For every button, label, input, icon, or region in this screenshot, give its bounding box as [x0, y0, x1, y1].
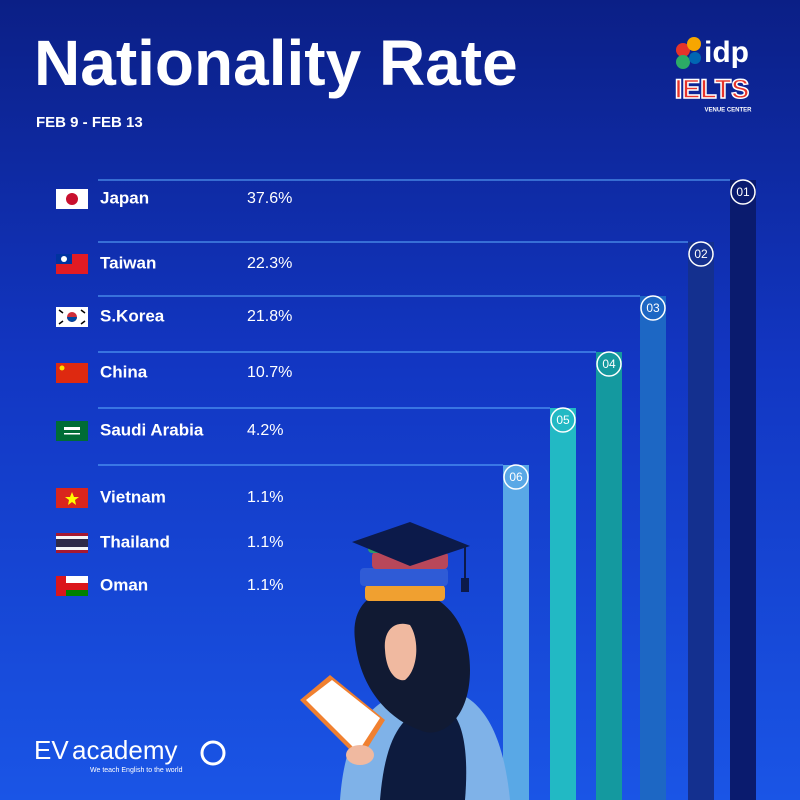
rank-badge	[596, 351, 622, 377]
rate: 4.2%	[247, 422, 283, 439]
country: Thailand	[100, 532, 170, 551]
flag-oman	[56, 576, 88, 596]
rate: 1.1%	[247, 534, 283, 551]
rate: 1.1%	[247, 577, 283, 594]
logo-bottom-tagline: We teach English to the world	[90, 767, 183, 774]
rank-badge	[688, 241, 714, 267]
rank-label: 03	[646, 301, 660, 315]
country: China	[100, 362, 148, 381]
idp-logo: idp IELTS VENUE CENTER	[674, 36, 752, 114]
rank-badge	[640, 295, 666, 321]
rate: 22.3%	[247, 255, 292, 272]
rank-bar	[503, 465, 529, 800]
country: S.Korea	[100, 306, 165, 325]
logo-product: IELTS	[675, 74, 750, 104]
title: Nationality Rate	[34, 27, 518, 99]
evacademy-logo: EV academy We teach English to the world	[34, 735, 226, 774]
logo-ev: EV	[34, 735, 69, 765]
rank-label: 05	[556, 413, 570, 427]
rank-bar	[550, 408, 576, 800]
flag-vietnam	[56, 488, 88, 508]
rank-bar	[596, 352, 622, 800]
rank-label: 01	[736, 185, 750, 199]
flag-thailand	[56, 533, 88, 553]
rank-label: 04	[602, 357, 616, 371]
flag-taiwan	[56, 254, 88, 274]
country: Japan	[100, 188, 149, 207]
logo-tagline: VENUE CENTER	[704, 108, 752, 114]
rank-badge	[503, 464, 529, 490]
country: Saudi Arabia	[100, 420, 204, 439]
rate: 37.6%	[247, 190, 292, 207]
rank-bar	[640, 296, 666, 800]
rate: 10.7%	[247, 364, 292, 381]
rank-bar	[688, 242, 714, 800]
rank-label: 02	[694, 247, 708, 261]
country: Vietnam	[100, 487, 166, 506]
flag-japan	[56, 189, 88, 209]
rank-label: 06	[509, 470, 523, 484]
country: Oman	[100, 575, 148, 594]
rank-badge	[550, 407, 576, 433]
subtitle: FEB 9 - FEB 13	[36, 114, 143, 131]
illustration	[300, 522, 510, 800]
rate: 21.8%	[247, 308, 292, 325]
flag-saudi	[56, 421, 88, 441]
rank-bar	[730, 180, 756, 800]
logo-brand: idp	[704, 36, 749, 69]
flag-korea	[56, 307, 88, 327]
country: Taiwan	[100, 253, 156, 272]
rate: 1.1%	[247, 489, 283, 506]
rank-badge	[730, 179, 756, 205]
logo-academy: academy	[72, 735, 178, 765]
flag-china	[56, 363, 88, 383]
